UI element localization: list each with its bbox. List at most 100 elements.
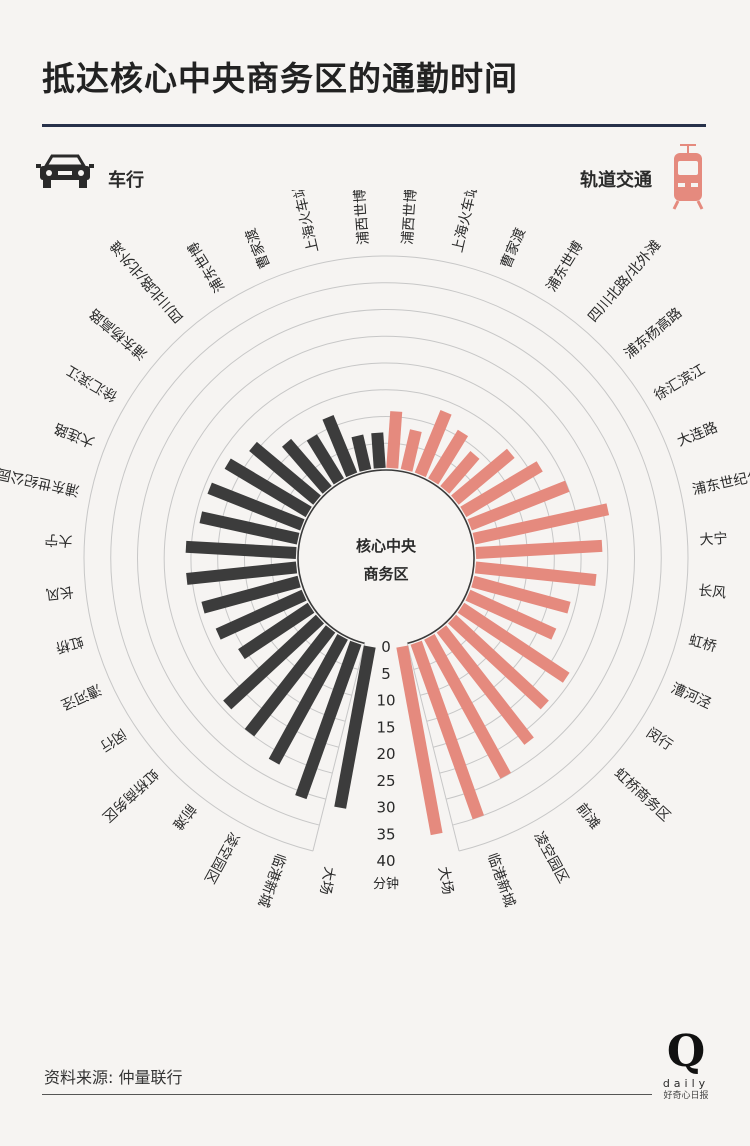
car-bar-8 [199, 511, 300, 545]
car-category-17: 临港新城 [254, 851, 288, 909]
rail-category-8: 浦东世纪公园 [691, 465, 750, 499]
tick-label-35: 35 [376, 825, 395, 843]
rail-bar-8 [472, 503, 610, 545]
legend-rail-label: 轨道交通 [580, 170, 652, 191]
car-bar-7 [207, 482, 305, 531]
car-category-15: 前滩 [169, 801, 200, 834]
title-divider [42, 124, 706, 127]
grid-edge-right [406, 643, 460, 852]
car-category-3: 浦东世博 [184, 239, 228, 296]
rail-bar-9 [475, 539, 603, 559]
grid-ring-30 [137, 308, 635, 800]
car-bar-15 [244, 625, 336, 737]
car-category-13: 闵行 [97, 725, 129, 754]
car-category-4: 四川北路/北外滩 [108, 237, 187, 325]
chart-bars [185, 410, 610, 836]
grid-ring-20 [190, 362, 582, 748]
rail-category-13: 闵行 [643, 725, 675, 754]
rail-category-3: 浦东世博 [543, 238, 587, 295]
car-category-10: 长风 [45, 583, 75, 602]
car-bar-2 [322, 414, 358, 478]
rail-bar-13 [457, 602, 570, 683]
car-bar-13 [238, 602, 315, 660]
unit-label: 分钟 [373, 876, 399, 892]
car-bar-1 [351, 434, 372, 472]
car-category-7: 大连路 [52, 420, 97, 450]
car-icon [36, 152, 94, 196]
rail-bar-16 [424, 633, 511, 779]
rail-bar-2 [414, 410, 452, 478]
rail-bar-0 [386, 411, 403, 469]
rail-bar-15 [436, 625, 534, 745]
rail-bar-1 [400, 429, 422, 472]
car-bar-17 [295, 640, 362, 800]
radial-commute-chart: 0 5 10 15 20 25 30 35 40 分钟 浦西世博 浦西世博 上海火车站 上海火车站曹家渡… [0, 190, 750, 909]
car-category-11: 虹桥 [54, 633, 85, 656]
rail-category-2: 曹家渡 [497, 225, 529, 270]
car-category-2: 曹家渡 [242, 226, 274, 271]
rail-category-10: 长风 [697, 583, 727, 602]
car-category-12: 漕河泾 [58, 680, 103, 712]
rail-bar-17 [410, 640, 484, 820]
car-bar-12 [215, 589, 307, 640]
footer-divider [42, 1094, 652, 1095]
tick-label-15: 15 [376, 718, 395, 736]
grid-ring-35 [110, 282, 662, 826]
rail-category-16: 凌空园区 [530, 829, 571, 886]
rail-category-12: 漕河泾 [669, 680, 714, 712]
rail-bar-10 [474, 561, 597, 587]
car-category-5: 浦东杨高路 [86, 305, 151, 363]
tick-label-0: 0 [381, 638, 391, 656]
rail-category-5: 浦东杨高路 [621, 304, 686, 362]
rail-category-1: 上海火车站 [449, 190, 482, 254]
grid-edge-left [312, 643, 366, 852]
car-category-18: 大场 [316, 865, 337, 895]
car-category-8: 浦东世纪公园 [0, 465, 81, 499]
car-bar-9 [185, 540, 297, 559]
rail-bar-11 [471, 575, 571, 614]
tick-label-25: 25 [376, 772, 395, 790]
grid-ring-25 [163, 335, 609, 774]
tick-label-5: 5 [381, 665, 391, 683]
rail-bar-4 [440, 451, 480, 494]
rail-bar-18 [396, 645, 443, 836]
logo-letter: Q [666, 1026, 706, 1077]
rail-category-15: 前滩 [573, 800, 604, 833]
car-bar-6 [224, 458, 312, 518]
brand-logo: Q daily 好奇心日报 [656, 1030, 716, 1102]
rail-bar-14 [447, 614, 549, 710]
center-label-line1: 核心中央 [356, 537, 417, 555]
rail-category-6: 徐汇滨江 [652, 362, 708, 404]
rail-bar-3 [428, 429, 469, 485]
chart-tick-labels: 0 5 10 15 20 25 30 35 40 分钟 [373, 638, 399, 892]
tick-label-30: 30 [376, 799, 395, 817]
rail-bar-6 [460, 461, 543, 518]
train-icon [668, 143, 708, 215]
rail-bar-12 [465, 589, 557, 640]
rail-bar-7 [467, 480, 570, 531]
car-bar-18 [334, 645, 376, 809]
car-bar-5 [249, 441, 321, 505]
logo-word: daily [662, 1077, 710, 1090]
legend-car-label: 车行 [108, 170, 144, 191]
logo-subtitle: 好奇心日报 [663, 1091, 709, 1101]
rail-category-18: 大场 [435, 865, 456, 895]
center-label-line2: 商务区 [363, 565, 408, 583]
page-title: 抵达核心中央商务区的通勤时间 [42, 59, 518, 98]
rail-category-14: 虹桥商务区 [611, 765, 673, 824]
rail-category-4: 四川北路/北外滩 [585, 237, 664, 325]
grid-ring-40 [83, 255, 689, 852]
car-bar-0 [371, 432, 386, 469]
car-bar-16 [268, 633, 348, 765]
source-note: 资料来源: 仲量联行 [44, 1068, 183, 1087]
car-bar-14 [223, 614, 325, 710]
car-category-0: 浦西世博 [351, 190, 372, 245]
car-category-16: 凌空园区 [201, 829, 242, 886]
car-bar-10 [186, 561, 298, 585]
car-category-1: 上海火车站 [290, 190, 323, 254]
car-category-14: 虹桥商务区 [99, 765, 161, 824]
rail-category-0: 浦西世博 [399, 190, 420, 245]
rail-category-17: 临港新城 [484, 851, 518, 909]
car-bar-3 [306, 434, 344, 485]
rail-category-11: 虹桥 [687, 633, 718, 656]
